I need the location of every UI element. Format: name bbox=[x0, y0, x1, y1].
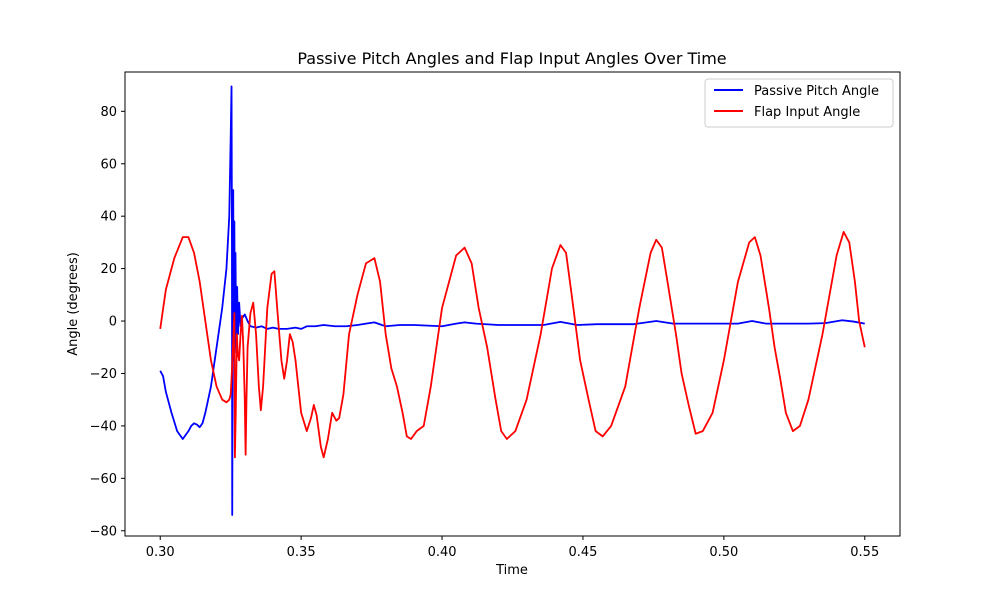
y-tick-label: −60 bbox=[90, 472, 117, 487]
y-axis: −80 −60 −40 −20 0 20 40 60 80 bbox=[90, 105, 125, 539]
legend: Passive Pitch Angle Flap Input Angle bbox=[704, 78, 894, 128]
y-axis-label: Angle (degrees) bbox=[66, 252, 81, 356]
y-tick-label: 40 bbox=[100, 210, 117, 225]
y-tick-label: 20 bbox=[100, 262, 117, 277]
x-tick-label: 0.55 bbox=[850, 545, 879, 560]
x-tick-label: 0.35 bbox=[287, 545, 316, 560]
x-axis-label: Time bbox=[495, 563, 528, 578]
legend-label-flap-input: Flap Input Angle bbox=[754, 105, 860, 120]
chart-title: Passive Pitch Angles and Flap Input Angl… bbox=[297, 49, 726, 68]
y-tick-label: −80 bbox=[90, 524, 117, 539]
series-layer bbox=[159, 85, 866, 516]
legend-box bbox=[704, 78, 894, 128]
axes-frame bbox=[124, 71, 901, 537]
plot-area bbox=[124, 71, 901, 537]
y-tick-label: 60 bbox=[100, 157, 117, 172]
x-tick-label: 0.50 bbox=[709, 545, 738, 560]
y-tick-label: −20 bbox=[90, 367, 117, 382]
x-tick-label: 0.30 bbox=[146, 545, 175, 560]
x-tick-label: 0.40 bbox=[428, 545, 457, 560]
y-tick-label: 0 bbox=[109, 315, 117, 330]
y-tick-label: −40 bbox=[90, 419, 117, 434]
x-tick-label: 0.45 bbox=[568, 545, 597, 560]
x-axis: 0.30 0.35 0.40 0.45 0.50 0.55 bbox=[146, 536, 879, 560]
series-line-passive-pitch-angle bbox=[159, 85, 865, 516]
series-line-flap-input-angle bbox=[159, 231, 866, 459]
legend-label-passive-pitch: Passive Pitch Angle bbox=[754, 84, 879, 99]
y-tick-label: 80 bbox=[100, 105, 117, 120]
